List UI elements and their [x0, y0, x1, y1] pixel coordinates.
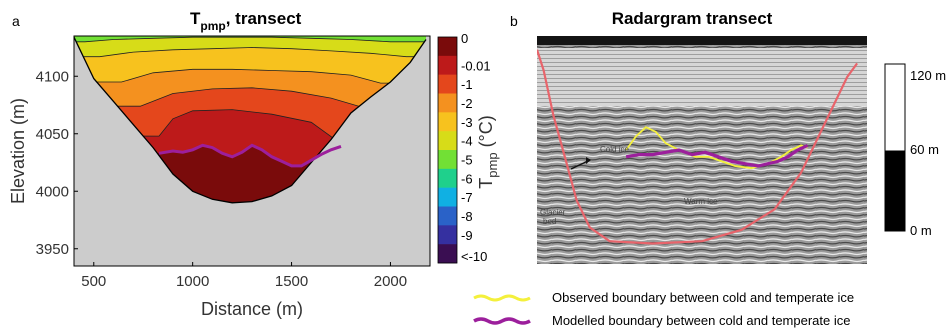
- bed-arrowhead: [586, 157, 591, 164]
- observed-boundary-line: [625, 126, 808, 170]
- y-tick-label: 3950: [36, 241, 69, 258]
- scale-bar: 120 m 60 m 0 m: [884, 63, 946, 238]
- y-tick-label: 4000: [36, 183, 69, 200]
- colorbar-tick-label: -2: [461, 96, 473, 111]
- colorbar-tick-label: -9: [461, 228, 473, 243]
- y-tick-label: 4100: [36, 68, 69, 85]
- colorbar-swatch: [438, 206, 457, 226]
- x-tick-label: 2000: [374, 273, 407, 290]
- glacier-bed-line: [74, 36, 427, 204]
- radargram-overlays: [537, 49, 858, 245]
- scale-label-120: 120 m: [910, 68, 946, 83]
- colorbar-frame: [437, 36, 458, 264]
- colorbar: 0 -0.01 -1 -2 -3 -4 -5 -6 -7 -8 -9 <-10: [437, 31, 491, 264]
- modelled-boundary-line: [158, 143, 342, 168]
- glacier-bed-trace: [537, 49, 858, 245]
- colorbar-swatch: [438, 168, 457, 188]
- panel-a-label: a: [12, 13, 20, 29]
- y-tick-label: 4050: [36, 126, 69, 143]
- colorbar-tick-label: -6: [461, 171, 473, 186]
- colorbar-tick-label: -7: [461, 190, 473, 205]
- colorbar-swatch: [438, 93, 457, 113]
- x-axis-label: Distance (m): [201, 299, 303, 319]
- panel-b-title: Radargram transect: [612, 9, 773, 28]
- radargram-layering: [537, 48, 867, 106]
- colorbar-tick-label: <-10: [461, 249, 487, 264]
- colorbar-swatch: [438, 74, 457, 94]
- warm-ice-annotation: Warm ice: [684, 197, 718, 206]
- colorbar-tick-label: 0: [461, 31, 468, 46]
- y-axis-label: Elevation (m): [8, 98, 28, 204]
- colorbar-tick-label: -4: [461, 134, 473, 149]
- colorbar-tick-label: -0.01: [461, 58, 491, 73]
- colorbar-swatch: [438, 131, 457, 151]
- x-tick-label: 500: [81, 273, 106, 290]
- panel-b: b Radargram transect Cold ice Warm ice G…: [510, 9, 946, 264]
- radargram-top-band: [537, 36, 867, 45]
- scale-label-0: 0 m: [910, 223, 932, 238]
- bed-annotation: bed: [543, 217, 556, 226]
- scale-bar-lower: [884, 150, 906, 232]
- scale-bar-upper: [884, 63, 906, 152]
- colorbar-swatch: [438, 112, 457, 132]
- radargram-image: [537, 36, 867, 264]
- contour-plot-area: [74, 36, 430, 266]
- legend: Observed boundary between cold and tempe…: [473, 290, 854, 328]
- colorbar-label: Tpmp (°C): [476, 115, 500, 188]
- glacier-annotation: Glacier: [540, 208, 566, 217]
- colorbar-swatch: [438, 187, 457, 207]
- colorbar-swatch: [438, 225, 457, 245]
- scale-label-60: 60 m: [910, 142, 939, 157]
- plot-frame: [73, 35, 431, 267]
- legend-observed-swatch: [473, 294, 531, 302]
- colorbar-tick-label: -8: [461, 209, 473, 224]
- panel-b-label: b: [510, 13, 518, 29]
- x-tick-label: 1000: [176, 273, 209, 290]
- colorbar-swatch: [438, 150, 457, 170]
- colorbar-swatch: [438, 55, 457, 75]
- panel-a-axes: 500 1000 1500 2000 3950 4000 4050 4100: [36, 68, 408, 290]
- isotherm--5: [74, 36, 427, 43]
- radargram-modelled-boundary-line: [625, 143, 809, 168]
- x-tick-label: 1500: [275, 273, 308, 290]
- cold-ice-annotation: Cold ice: [600, 145, 629, 154]
- colorbar-tick-label: -1: [461, 77, 473, 92]
- colorbar-tick-label: -5: [461, 152, 473, 167]
- legend-modelled-swatch: [473, 317, 531, 325]
- panel-a-title: Tpmp, transect: [190, 9, 302, 33]
- panel-a: a Tpmp, transect 500 1000 1500 2000 3950 4000…: [8, 9, 500, 319]
- colorbar-swatch: [438, 37, 457, 57]
- legend-modelled-label: Modelled boundary between cold and tempe…: [552, 313, 850, 328]
- colorbar-tick-label: -3: [461, 115, 473, 130]
- legend-observed-label: Observed boundary between cold and tempe…: [552, 290, 854, 305]
- colorbar-swatch: [438, 244, 457, 264]
